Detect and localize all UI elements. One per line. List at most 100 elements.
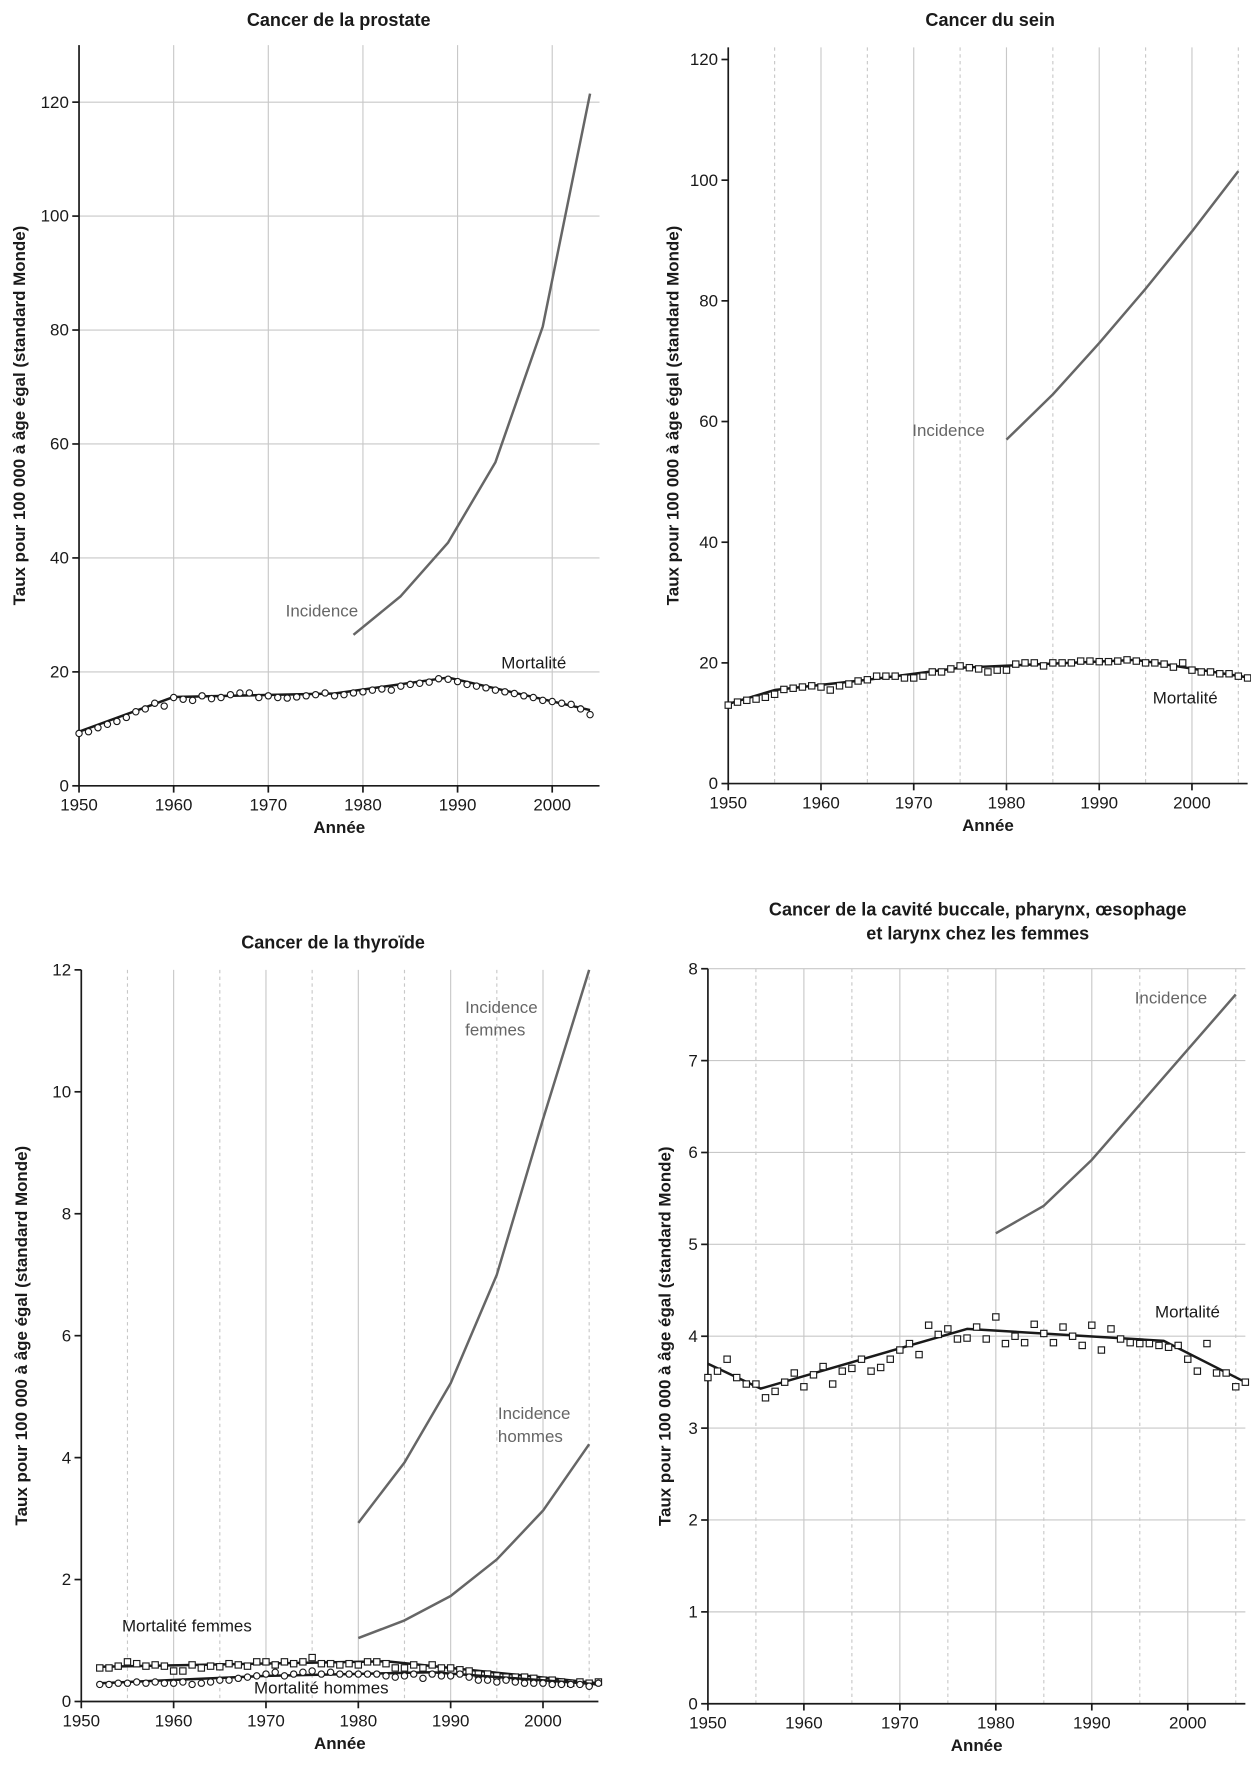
- point: [446, 1664, 455, 1672]
- point: [972, 1323, 981, 1331]
- point: [1184, 1355, 1192, 1363]
- point: [225, 1676, 233, 1684]
- point: [216, 1676, 224, 1684]
- series-line: [995, 993, 1237, 1235]
- point: [280, 1658, 289, 1666]
- point: [299, 1658, 307, 1666]
- point: [105, 1664, 113, 1672]
- y-tick-label: 60: [50, 435, 69, 454]
- point: [188, 696, 197, 705]
- y-tick-label: 4: [688, 1327, 697, 1346]
- point: [123, 1679, 132, 1687]
- point: [132, 708, 140, 716]
- point: [761, 693, 770, 702]
- y-tick-label: 8: [62, 1204, 71, 1223]
- point: [566, 1680, 575, 1689]
- point: [465, 1673, 473, 1681]
- series-label: Incidence femmes: [465, 998, 538, 1040]
- point: [363, 1658, 372, 1666]
- series-label: Incidence hommes: [497, 1404, 571, 1447]
- point: [567, 700, 575, 709]
- point: [771, 1387, 779, 1396]
- y-tick-label: 0: [59, 776, 68, 795]
- point: [742, 1380, 751, 1388]
- point: [520, 1679, 529, 1687]
- point: [425, 678, 433, 686]
- point: [1086, 657, 1094, 665]
- point: [848, 1364, 856, 1373]
- point: [982, 1335, 990, 1343]
- point: [359, 688, 367, 696]
- point: [1164, 1343, 1173, 1351]
- point: [391, 1664, 399, 1672]
- point: [151, 1661, 159, 1669]
- point: [243, 1662, 252, 1670]
- point: [905, 1339, 914, 1348]
- point: [382, 1659, 390, 1668]
- point: [437, 1664, 446, 1672]
- point: [724, 701, 732, 709]
- y-tick-label: 20: [699, 654, 718, 673]
- point: [160, 702, 168, 710]
- point: [493, 1678, 501, 1686]
- point: [548, 1680, 556, 1689]
- point: [1234, 672, 1243, 680]
- point: [882, 672, 890, 680]
- point: [1076, 657, 1085, 665]
- point: [326, 1659, 335, 1668]
- y-tick-label: 8: [688, 959, 697, 978]
- point: [713, 1367, 722, 1375]
- point: [1011, 1332, 1019, 1340]
- y-tick-label: 40: [50, 549, 69, 568]
- point: [113, 717, 121, 726]
- point: [311, 690, 320, 699]
- point: [321, 689, 329, 697]
- chart-title: Cancer du sein: [925, 11, 1055, 31]
- x-tick-label: 1950: [709, 793, 747, 812]
- point: [1243, 674, 1251, 682]
- point: [1002, 666, 1011, 674]
- point: [96, 1680, 104, 1689]
- x-tick-label: 1960: [155, 796, 193, 815]
- point: [1145, 1339, 1154, 1348]
- series-line: [707, 1327, 1246, 1390]
- point: [872, 672, 881, 680]
- y-tick-label: 7: [688, 1051, 697, 1070]
- point: [330, 692, 339, 700]
- point: [94, 723, 102, 732]
- point: [197, 1679, 206, 1687]
- point: [472, 682, 481, 690]
- point: [373, 1670, 381, 1678]
- point: [937, 668, 946, 676]
- point: [302, 692, 310, 700]
- point: [835, 682, 844, 690]
- x-tick-label: 1980: [344, 796, 382, 815]
- x-axis-label: Année: [314, 1734, 366, 1753]
- x-tick-label: 1970: [249, 796, 287, 815]
- series-line: [357, 969, 591, 1524]
- point: [1212, 1369, 1221, 1377]
- x-axis-label: Année: [962, 816, 1014, 835]
- x-tick-label: 1970: [895, 793, 933, 812]
- point: [1012, 660, 1020, 668]
- point: [363, 1670, 372, 1678]
- point: [169, 1679, 178, 1687]
- point: [482, 684, 490, 692]
- y-tick-label: 0: [688, 1694, 697, 1713]
- point: [373, 1658, 381, 1666]
- point: [1114, 657, 1122, 665]
- y-tick-label: 20: [50, 663, 69, 682]
- point: [761, 1394, 770, 1402]
- point: [1088, 1321, 1096, 1329]
- point: [819, 1362, 827, 1371]
- point: [1222, 1369, 1230, 1377]
- point: [188, 1680, 196, 1689]
- series-label: Incidence: [1134, 989, 1208, 1009]
- point: [289, 1659, 298, 1668]
- y-axis-label: Taux pour 100 000 à âge égal (standard M…: [656, 1146, 675, 1526]
- y-tick-label: 6: [62, 1326, 71, 1345]
- point: [317, 1670, 326, 1678]
- y-tick-label: 0: [62, 1692, 71, 1711]
- point: [409, 1661, 418, 1669]
